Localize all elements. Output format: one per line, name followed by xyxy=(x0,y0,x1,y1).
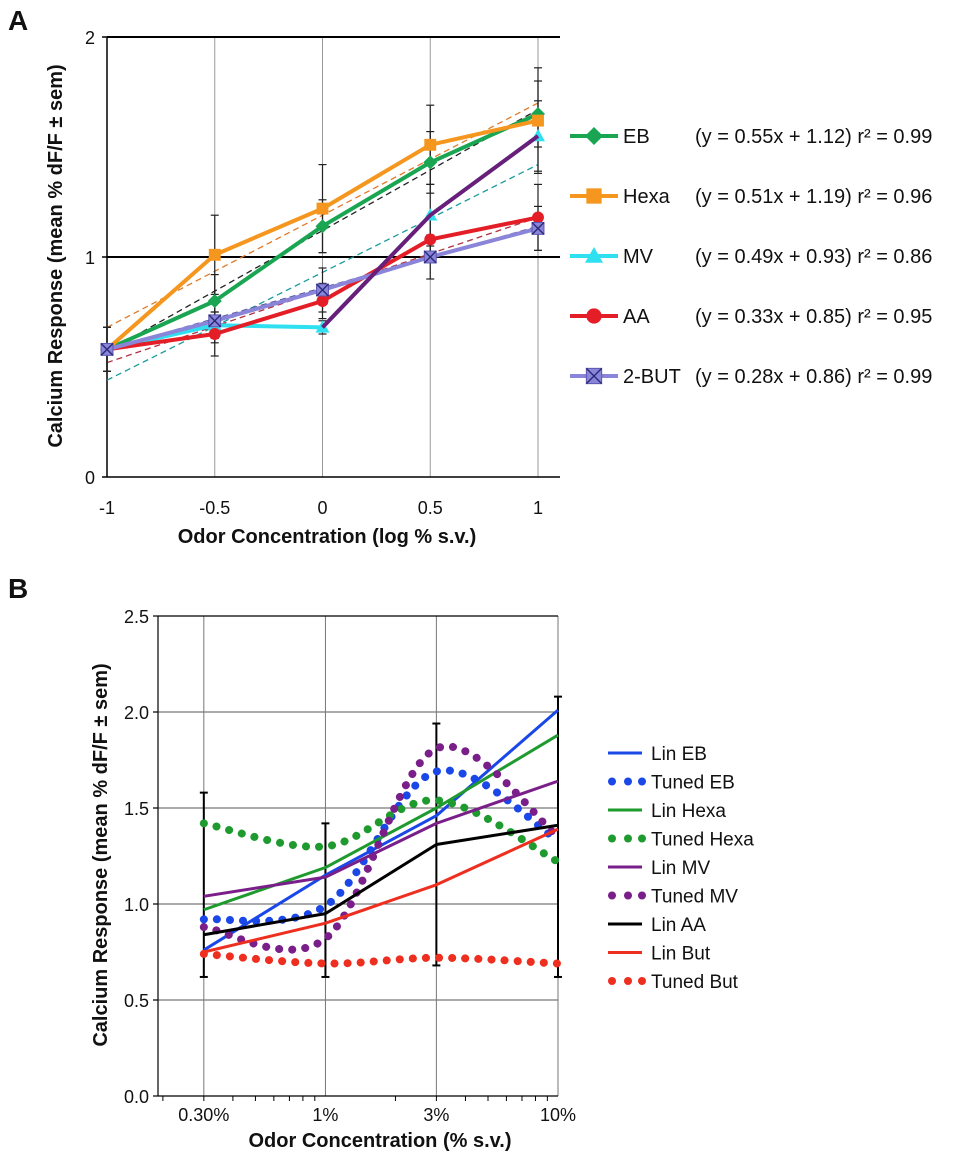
b-legend-label-tuned-but: Tuned But xyxy=(651,972,739,993)
b-x-tick-label-3: 10% xyxy=(540,1105,576,1125)
a-y-tick-label-1: 1 xyxy=(85,248,95,268)
a-legend-label-hexa: Hexa xyxy=(623,186,671,208)
a-point-hexa-2 xyxy=(317,203,329,215)
b-legend-dot-tuned-eb-2 xyxy=(638,778,646,786)
b-legend-dot-tuned-mv-1 xyxy=(624,892,632,900)
b-legend-item-lin-but: Lin But xyxy=(608,944,711,965)
a-legend-equation-hexa: (y = 0.51x + 1.19) r² = 0.96 xyxy=(695,186,932,208)
a-point-2-but-3 xyxy=(424,251,436,263)
a-legend-equation-eb: (y = 0.55x + 1.12) r² = 0.99 xyxy=(695,126,932,148)
a-legend-item-aa: AA (y = 0.33x + 0.85) r² = 0.95 xyxy=(570,306,932,328)
b-legend-item-lin-eb: Lin EB xyxy=(608,744,707,765)
b-y-tick-label-2: 1.0 xyxy=(124,895,149,915)
a-legend-label-2-but: 2-BUT xyxy=(623,366,681,388)
b-legend-dot-tuned-but-0 xyxy=(608,977,616,985)
panel-b-x-axis-title: Odor Concentration (% s.v.) xyxy=(249,1130,512,1152)
panel-b-plot: 0.0 0.5 1.0 1.5 2.0 2.5 0.30% 1% 3% 10% Lin EB Tune… xyxy=(124,607,754,1125)
a-legend-marker-2-but xyxy=(586,368,601,383)
figure-svg: A B Odor Concentration (log % s.v.) Calc… xyxy=(0,0,975,1158)
b-y-tick-label-1: 0.5 xyxy=(124,991,149,1011)
a-legend-item-mv: MV (y = 0.49x + 0.93) r² = 0.86 xyxy=(570,246,932,268)
b-legend-label-lin-hexa: Lin Hexa xyxy=(651,801,726,822)
b-legend-dot-tuned-hexa-1 xyxy=(624,835,632,843)
b-legend-dot-tuned-but-1 xyxy=(624,977,632,985)
b-y-tick-label-4: 2.0 xyxy=(124,703,149,723)
a-x-tick-label-3: 0.5 xyxy=(418,498,443,518)
a-legend-equation-aa: (y = 0.33x + 0.85) r² = 0.95 xyxy=(695,306,932,328)
b-legend-dot-tuned-hexa-0 xyxy=(608,835,616,843)
a-x-tick-label-4: 1 xyxy=(533,498,543,518)
panel-a-plot: 0 1 2 -1 -0.5 0 0.5 1 EB (y = 0.55x + 1.12) r² = … xyxy=(85,28,932,518)
b-legend-item-tuned-eb: Tuned EB xyxy=(608,773,735,794)
b-error-bar-3 xyxy=(554,697,562,977)
b-legend-item-lin-aa: Lin AA xyxy=(608,915,706,936)
a-legend-label-mv: MV xyxy=(623,246,654,268)
a-point-hexa-3 xyxy=(424,139,436,151)
a-legend-item-2-but: 2-BUT (y = 0.28x + 0.86) r² = 0.99 xyxy=(570,366,932,388)
b-x-tick-label-1: 1% xyxy=(312,1105,338,1125)
a-point-2-but-1 xyxy=(209,315,221,327)
a-point-aa-1 xyxy=(209,328,221,340)
a-point-2-but-0 xyxy=(101,343,113,355)
a-legend-equation-mv: (y = 0.49x + 0.93) r² = 0.86 xyxy=(695,246,932,268)
b-legend-dot-tuned-eb-1 xyxy=(624,778,632,786)
b-legend-label-lin-aa: Lin AA xyxy=(651,915,706,936)
b-legend-label-tuned-eb: Tuned EB xyxy=(651,773,735,794)
b-legend-dot-tuned-but-2 xyxy=(638,977,646,985)
b-legend-item-lin-mv: Lin MV xyxy=(608,858,710,879)
a-legend-label-aa: AA xyxy=(623,306,650,328)
a-y-tick-label-0: 0 xyxy=(85,468,95,488)
b-legend-label-tuned-hexa: Tuned Hexa xyxy=(651,830,754,851)
b-legend-dot-tuned-mv-0 xyxy=(608,892,616,900)
panel-b-label: B xyxy=(8,573,28,604)
a-legend-label-eb: EB xyxy=(623,126,650,148)
a-point-2-but-2 xyxy=(317,284,329,296)
a-point-aa-4 xyxy=(532,211,544,223)
b-y-tick-label-3: 1.5 xyxy=(124,799,149,819)
b-legend-dot-tuned-mv-2 xyxy=(638,892,646,900)
a-x-tick-label-0: -1 xyxy=(99,498,115,518)
a-legend-item-hexa: Hexa (y = 0.51x + 1.19) r² = 0.96 xyxy=(570,186,932,208)
b-legend-label-lin-but: Lin But xyxy=(651,944,711,965)
a-legend-marker-hexa xyxy=(586,188,601,203)
b-legend-item-tuned-but: Tuned But xyxy=(608,972,739,993)
b-legend-label-lin-mv: Lin MV xyxy=(651,858,710,879)
a-x-tick-label-2: 0 xyxy=(317,498,327,518)
panel-a-label: A xyxy=(8,5,28,36)
b-x-tick-label-0: 0.30% xyxy=(178,1105,229,1125)
a-legend-equation-2-but: (y = 0.28x + 0.86) r² = 0.99 xyxy=(695,366,932,388)
b-legend-item-tuned-mv: Tuned MV xyxy=(608,887,738,908)
b-legend-dot-tuned-hexa-2 xyxy=(638,835,646,843)
b-legend-label-tuned-mv: Tuned MV xyxy=(651,887,738,908)
b-legend-label-lin-eb: Lin EB xyxy=(651,744,707,765)
a-x-tick-label-1: -0.5 xyxy=(199,498,230,518)
b-series-dotted-tuned-but xyxy=(204,954,558,964)
panel-a-y-axis-title: Calcium Response (mean % dF/F ± sem) xyxy=(45,64,67,447)
b-x-tick-label-2: 3% xyxy=(423,1105,449,1125)
figure: A B Odor Concentration (log % s.v.) Calc… xyxy=(0,0,975,1158)
a-point-aa-3 xyxy=(424,233,436,245)
a-point-2-but-4 xyxy=(532,222,544,234)
a-legend-marker-aa xyxy=(586,308,601,323)
a-y-tick-label-2: 2 xyxy=(85,28,95,48)
b-legend-dot-tuned-eb-0 xyxy=(608,778,616,786)
b-legend-item-tuned-hexa: Tuned Hexa xyxy=(608,830,754,851)
a-point-aa-2 xyxy=(317,295,329,307)
b-legend-item-lin-hexa: Lin Hexa xyxy=(608,801,726,822)
a-legend-marker-eb xyxy=(585,127,603,145)
a-legend-item-eb: EB (y = 0.55x + 1.12) r² = 0.99 xyxy=(570,126,932,148)
a-point-hexa-1 xyxy=(209,249,221,261)
b-y-tick-label-5: 2.5 xyxy=(124,607,149,627)
panel-a-x-axis-title: Odor Concentration (log % s.v.) xyxy=(178,526,477,548)
b-y-tick-label-0: 0.0 xyxy=(124,1087,149,1107)
a-point-hexa-4 xyxy=(532,115,544,127)
panel-b-y-axis-title: Calcium Response (mean % dF/F ± sem) xyxy=(90,663,112,1046)
